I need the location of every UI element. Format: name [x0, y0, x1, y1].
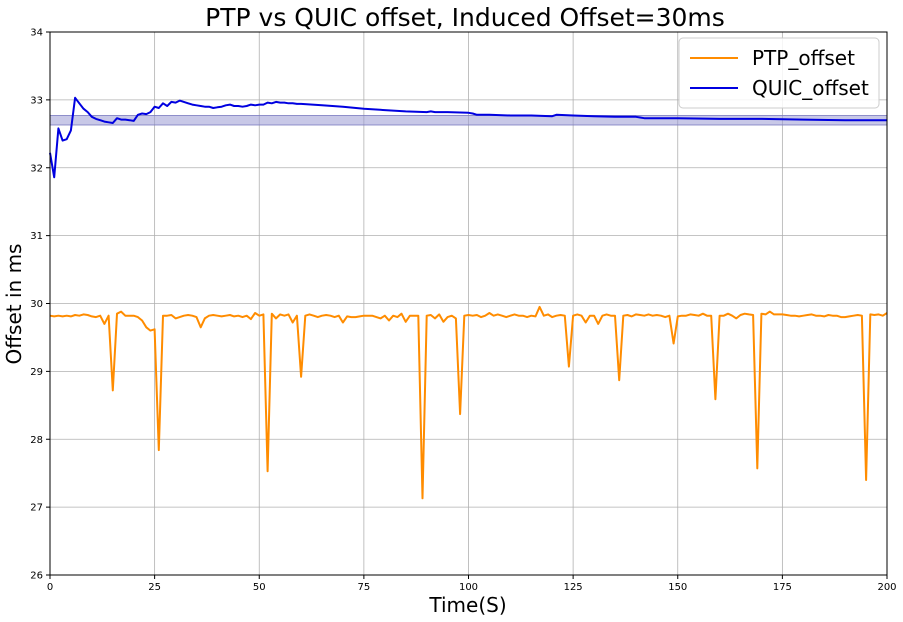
y-tick-label: 32	[30, 163, 43, 174]
legend-label: QUIC_offset	[752, 76, 869, 100]
x-tick-label: 50	[253, 582, 266, 593]
x-tick-label: 125	[564, 582, 583, 593]
legend-label: PTP_offset	[752, 46, 855, 70]
series-layer	[49, 96, 888, 500]
x-axis: 0 25 50 75 100 125 150 175 200	[47, 575, 897, 593]
y-axis-title: Offset in ms	[2, 244, 26, 365]
y-tick-label: 27	[30, 503, 43, 514]
confidence-band	[49, 115, 888, 126]
y-tick-label: 34	[30, 28, 43, 39]
y-tick-label: 28	[30, 435, 43, 446]
x-tick-label: 200	[877, 582, 896, 593]
series-line-ptp-offset	[49, 305, 888, 500]
x-tick-label: 25	[148, 582, 161, 593]
x-tick-label: 150	[668, 582, 687, 593]
x-tick-label: 0	[47, 582, 53, 593]
shaded-band	[49, 115, 888, 126]
chart-title: PTP vs QUIC offset, Induced Offset=30ms	[205, 3, 725, 32]
y-tick-label: 30	[30, 299, 43, 310]
series-line-quic-offset	[49, 96, 887, 179]
x-tick-label: 100	[459, 582, 478, 593]
x-axis-title: Time(S)	[428, 593, 506, 617]
y-tick-label: 26	[30, 571, 43, 582]
x-tick-label: 175	[773, 582, 792, 593]
y-axis: 26 27 28 29 30 31 32 33 34	[30, 28, 50, 582]
y-tick-label: 33	[30, 95, 43, 106]
x-tick-label: 75	[358, 582, 371, 593]
y-tick-label: 29	[30, 367, 43, 378]
legend-box	[678, 37, 880, 109]
y-tick-label: 31	[30, 231, 43, 242]
legend: PTP_offset QUIC_offset	[678, 37, 880, 109]
